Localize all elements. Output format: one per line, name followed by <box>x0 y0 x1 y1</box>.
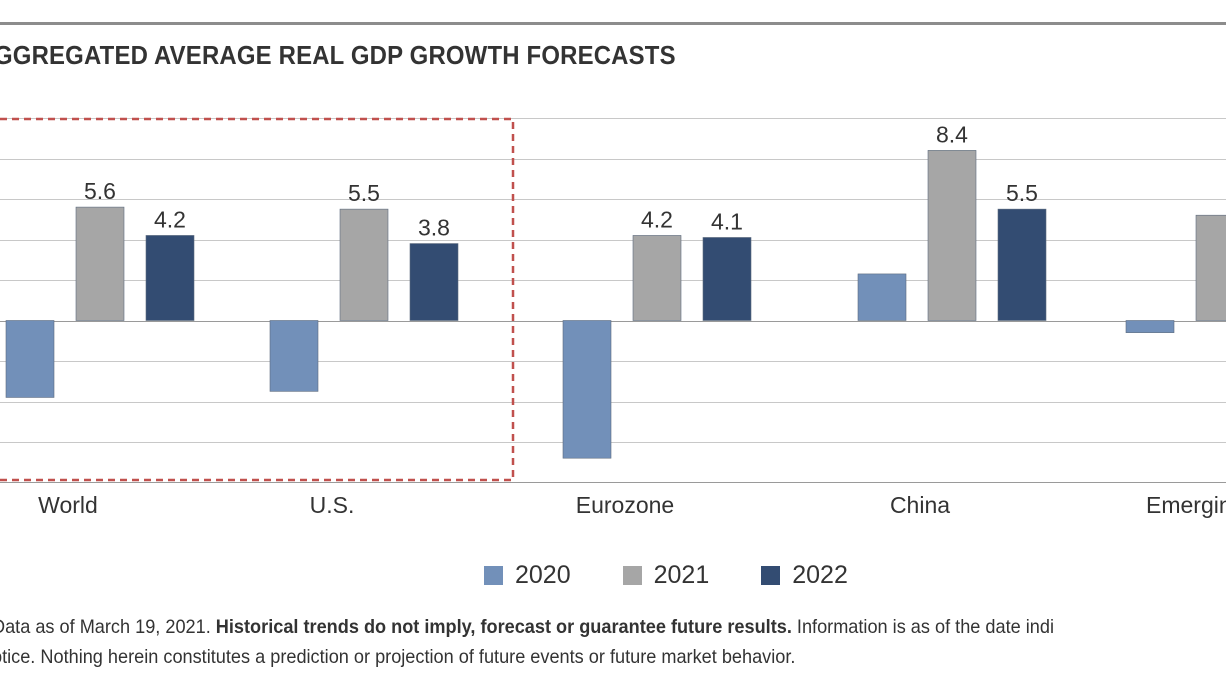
bar-2021-china <box>927 150 977 321</box>
bar-2020-emergin <box>1125 320 1175 333</box>
data-label: 8.4 <box>936 121 968 147</box>
chart-title: GGREGATED AVERAGE REAL GDP GROWTH FORECA… <box>0 40 676 70</box>
footnote-text-1: Data as of March 19, 2021. <box>0 616 216 638</box>
footnote: Data as of March 19, 2021. Historical tr… <box>0 612 1145 672</box>
legend-label-2022: 2022 <box>792 560 848 589</box>
legend-label-2020: 2020 <box>515 560 571 589</box>
dashed-highlight-box <box>0 117 515 482</box>
footnote-bold-text: Historical trends do not imply, forecast… <box>215 616 792 638</box>
footnote-line-1: Data as of March 19, 2021. Historical tr… <box>0 612 1145 642</box>
legend-item-2020: 2020 <box>484 561 571 590</box>
bar-2021-us <box>339 208 389 321</box>
bar-2021-emergin <box>1195 214 1226 321</box>
legend-swatch-2021 <box>622 565 642 585</box>
data-label: 5.5 <box>348 180 380 206</box>
top-rule <box>0 22 1226 25</box>
bar-2022-eurozone <box>702 237 752 321</box>
data-label: 4.1 <box>711 208 743 234</box>
bar-2022-china <box>997 208 1047 321</box>
data-label: 4.2 <box>641 206 673 232</box>
data-label: 4.2 <box>154 206 186 232</box>
bar-2021-world <box>75 206 125 321</box>
bar-2020-china <box>857 273 907 321</box>
category-label: Emergin <box>1146 492 1226 518</box>
bar-2020-eurozone <box>562 320 612 459</box>
category-label: Eurozone <box>576 492 674 518</box>
legend-swatch-2022 <box>761 565 781 585</box>
legend-swatch-2020 <box>484 565 503 585</box>
category-label: China <box>890 492 950 518</box>
data-label: 3.8 <box>418 215 450 241</box>
data-label: 5.6 <box>84 178 116 204</box>
category-label: U.S. <box>310 492 355 518</box>
bar-2022-us <box>409 243 459 321</box>
bar-2020-world <box>5 320 55 398</box>
bar-2020-us <box>269 320 319 392</box>
data-label: 5.5 <box>1006 180 1038 206</box>
legend-item-2022: 2022 <box>761 561 848 590</box>
footnote-line-2: otice. Nothing herein constitutes a pred… <box>0 646 796 668</box>
chart-legend: 2020 2021 2022 <box>484 560 848 590</box>
footnote-text-2: Information is as of the date indi <box>791 616 1054 638</box>
legend-label-2021: 2021 <box>653 560 710 589</box>
bar-2022-world <box>145 235 195 321</box>
legend-item-2021: 2021 <box>622 560 710 590</box>
category-label: World <box>38 492 98 518</box>
bar-2021-eurozone <box>632 235 682 321</box>
